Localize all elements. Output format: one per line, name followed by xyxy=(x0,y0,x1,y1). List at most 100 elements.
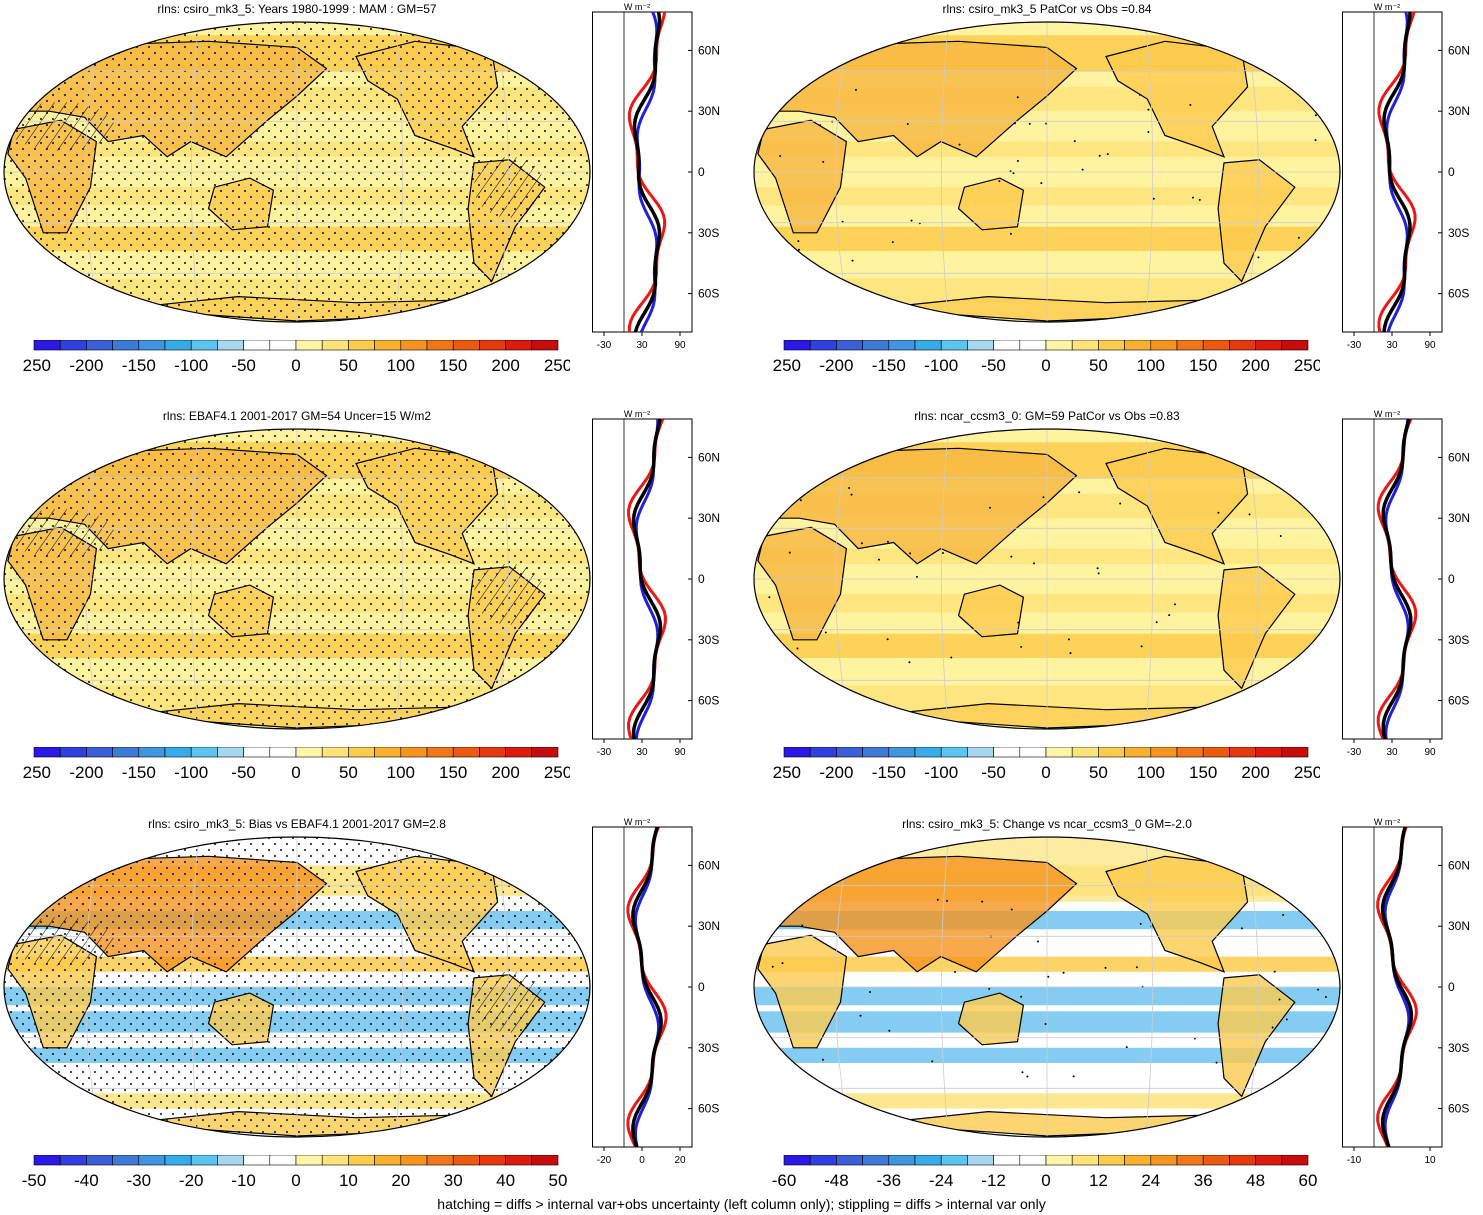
stipple-dot xyxy=(1098,154,1101,157)
colorbar-label: -50 xyxy=(981,356,1006,375)
stipple-dot xyxy=(1140,645,1143,648)
stipple-dot xyxy=(958,143,961,146)
zonal-xtick-label: -30 xyxy=(597,747,612,758)
stipple-dot xyxy=(1013,122,1016,125)
colorbar-swatch xyxy=(59,747,87,758)
zonal-ytick-label: 30N xyxy=(1448,919,1470,933)
stipple-dot xyxy=(1125,1046,1128,1049)
map-border xyxy=(3,428,591,730)
colorbar-label: -150 xyxy=(122,763,156,782)
colorbar-swatch xyxy=(1098,340,1125,351)
stipple-dot xyxy=(1044,1022,1047,1025)
panel-title: rlns: EBAF4.1 2001-2017 GM=54 Uncer=15 W… xyxy=(162,409,432,423)
colorbar-label: 30 xyxy=(444,1171,463,1190)
zonal-line-red xyxy=(627,418,667,740)
hatching xyxy=(7,509,115,558)
stipple-dot xyxy=(822,160,825,163)
zonal-ytick-label: 60N xyxy=(1448,43,1470,57)
colorbar-label: -200 xyxy=(819,356,853,375)
zonal-ytick-label: 0 xyxy=(698,572,705,586)
stipple-dot xyxy=(1040,182,1043,185)
colorbar-swatch xyxy=(1176,747,1204,758)
stipple-dot xyxy=(1138,93,1141,96)
zonal-ytick-label: 30S xyxy=(698,633,719,647)
colorbar-swatch xyxy=(836,340,863,351)
colorbar-swatch xyxy=(1124,1155,1152,1166)
zonal-xtick-label: 30 xyxy=(1386,747,1398,758)
colorbar-swatch xyxy=(217,340,244,351)
graticule xyxy=(940,22,950,322)
stipple-dot xyxy=(877,558,880,561)
colorbar-swatch xyxy=(1045,340,1073,351)
colorbar-swatch xyxy=(783,340,811,351)
colorbar-label: -100 xyxy=(924,763,958,782)
colorbar-swatch xyxy=(374,747,402,758)
colorbar-swatch xyxy=(1071,340,1099,351)
colorbar-swatch xyxy=(1229,747,1256,758)
stipple-dot xyxy=(1324,996,1327,999)
stipple-dot xyxy=(1072,1075,1075,1078)
colorbar-swatch xyxy=(295,747,323,758)
colorbar-swatch xyxy=(531,1155,559,1166)
coastline xyxy=(957,177,1025,231)
landmass xyxy=(754,41,1077,157)
zonal-ytick-label: 60S xyxy=(698,694,719,708)
zonal-line-black xyxy=(631,826,663,1148)
stipple-dot xyxy=(886,638,889,641)
colorbar-swatch xyxy=(1045,747,1073,758)
colorbar-swatch xyxy=(348,340,375,351)
graticule xyxy=(190,837,200,1137)
colorbar-swatch xyxy=(295,1155,323,1166)
zonal-mean-plot: W m⁻² -30 30 90 60N 30N 0 30S 60S xyxy=(1342,409,1470,758)
hatching xyxy=(7,102,115,151)
stipple-dot xyxy=(1305,256,1308,259)
colorbar-swatch xyxy=(1255,1155,1283,1166)
stipple-dot xyxy=(1062,971,1065,974)
zonal-ytick-label: 0 xyxy=(1448,165,1455,179)
zonal-mean-plot: W m⁻² -10 10 60N 30N 0 30S 60S xyxy=(1342,817,1470,1166)
stipple-dot xyxy=(1271,1026,1274,1029)
stipple-dot xyxy=(1168,614,1171,617)
stipple-dot xyxy=(1174,603,1177,606)
colorbar-label: 250 xyxy=(1294,356,1320,375)
colorbar-label: -20 xyxy=(179,1171,204,1190)
zonal-mean-plot: W m⁻² -30 30 90 60N 30N 0 30S 60S xyxy=(592,409,720,758)
stipple-dot xyxy=(1073,140,1076,143)
stipple-dot xyxy=(1189,103,1192,106)
coastline xyxy=(957,584,1025,638)
colorbar-swatch xyxy=(967,340,994,351)
colorbar-swatch xyxy=(1071,747,1099,758)
stipple-dot xyxy=(1028,122,1031,125)
coastline xyxy=(1217,566,1296,690)
colorbar-swatch xyxy=(1229,1155,1256,1166)
colorbar-swatch xyxy=(1019,1155,1047,1166)
colorbar-label: -50 xyxy=(22,1171,46,1190)
zonal-xtick-label: -20 xyxy=(597,1155,612,1166)
zonal-axes xyxy=(1342,11,1443,333)
stipple-dot xyxy=(936,898,939,901)
footer-note: hatching = diffs > internal var+obs unce… xyxy=(437,1196,1046,1212)
colorbar-swatch xyxy=(1255,747,1283,758)
stipple-dot xyxy=(1240,927,1243,930)
map-panel xyxy=(3,21,591,323)
colorbar-label: 250 xyxy=(544,763,570,782)
colorbar-swatch xyxy=(374,1155,402,1166)
colorbar-swatch xyxy=(269,747,297,758)
stipple-dot xyxy=(788,551,791,554)
colorbar-swatch xyxy=(269,1155,297,1166)
landmass xyxy=(958,585,1024,637)
colorbar-swatch xyxy=(1176,340,1204,351)
colorbar-swatch xyxy=(33,340,61,351)
colorbar: -250 -200 -150 -100 -50 0 50 100 150 200 250 xyxy=(22,747,570,782)
colorbar-swatch xyxy=(809,340,837,351)
coastline xyxy=(957,992,1025,1046)
colorbar-label: 60 xyxy=(1299,1171,1318,1190)
colorbar-swatch xyxy=(1071,1155,1099,1166)
stipple-dot xyxy=(1042,496,1045,499)
colorbar: -50 -40 -30 -20 -10 0 10 20 30 40 50 xyxy=(22,1155,567,1190)
colorbar-swatch xyxy=(1202,747,1230,758)
colorbar-label: 48 xyxy=(1246,1171,1265,1190)
stipple-dot xyxy=(931,1060,934,1063)
zonal-line-blue xyxy=(1383,826,1411,1148)
colorbar-label: -250 xyxy=(772,356,801,375)
